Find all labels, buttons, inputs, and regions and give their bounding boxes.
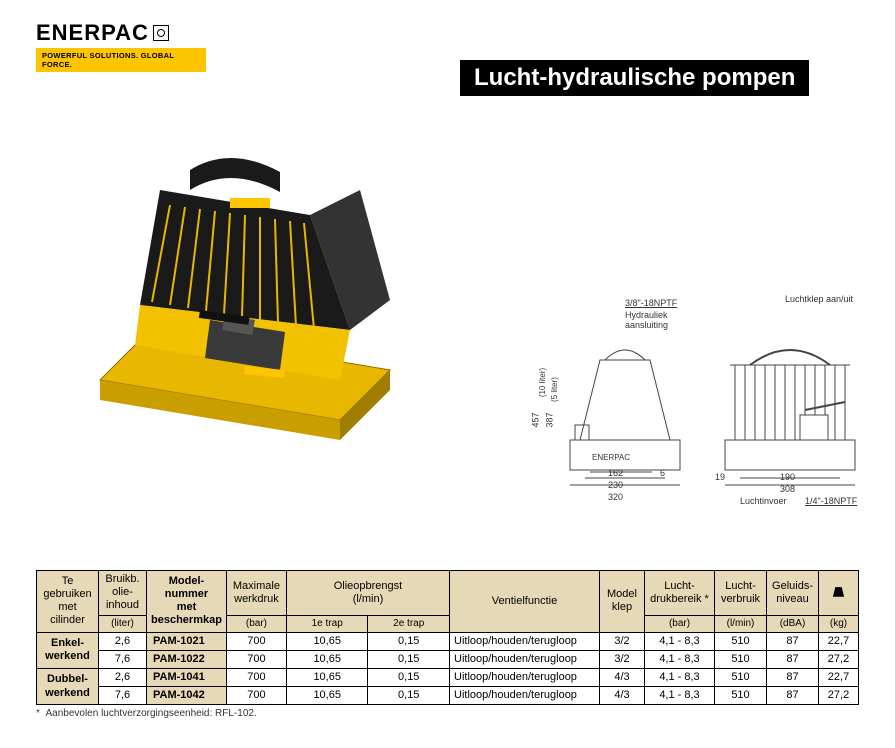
dim-w19: 19 [715, 472, 725, 482]
spec-table-body: Enkel-werkend 2,6 PAM-1021 700 10,65 0,1… [37, 632, 859, 705]
table-row: Enkel-werkend 2,6 PAM-1021 700 10,65 0,1… [37, 632, 859, 650]
spec-table-wrap: Tegebruikenmetcilinder Bruikb.olie-inhou… [36, 570, 859, 719]
group-enkel: Enkel-werkend [37, 632, 99, 668]
table-row: Dubbel-werkend 2,6 PAM-1041 700 10,65 0,… [37, 668, 859, 686]
dim-w230: 230 [608, 480, 623, 490]
dim-valve-label: Luchtklep aan/uit [785, 294, 853, 304]
dimension-diagram: ENERPAC 3/8"-18NPTF Hydrauliek aansluiti… [530, 300, 870, 520]
dim-air-thread: 1/4"-18NPTF [805, 496, 857, 506]
brand-name: ENERPAC [36, 20, 149, 46]
dim-h5-note: (5 liter) [550, 377, 559, 402]
dim-w6: 6 [660, 468, 665, 478]
table-row: 7,6 PAM-1042 700 10,65 0,15 Uitloop/houd… [37, 687, 859, 705]
brand-logo-block: ENERPAC POWERFUL SOLUTIONS. GLOBAL FORCE… [36, 20, 206, 72]
page-title: Lucht-hydraulische pompen [460, 60, 809, 96]
svg-text:ENERPAC: ENERPAC [592, 453, 630, 462]
weight-icon [831, 585, 847, 597]
dim-h10-note: (10 liter) [538, 368, 547, 397]
dim-w162: 162 [608, 468, 623, 478]
dim-w190: 190 [780, 472, 795, 482]
brand-tagline: POWERFUL SOLUTIONS. GLOBAL FORCE. [36, 48, 206, 72]
brand-icon [153, 25, 169, 41]
dim-h5: 387 [545, 412, 555, 427]
product-image [80, 120, 420, 450]
dim-air-in: Luchtinvoer [740, 496, 787, 506]
table-row: 7,6 PAM-1022 700 10,65 0,15 Uitloop/houd… [37, 650, 859, 668]
dim-w320: 320 [608, 492, 623, 502]
brand-logo: ENERPAC [36, 20, 206, 46]
spec-table: Tegebruikenmetcilinder Bruikb.olie-inhou… [36, 570, 859, 705]
dim-w308: 308 [780, 484, 795, 494]
dim-hydr-label-2: aansluiting [625, 320, 668, 330]
table-footnote: * Aanbevolen luchtverzorgingseenheid: RF… [36, 708, 859, 719]
group-dubbel: Dubbel-werkend [37, 668, 99, 704]
dim-conn-thread: 3/8"-18NPTF [625, 298, 677, 308]
dim-hydr-label-1: Hydrauliek [625, 310, 668, 320]
dim-h10: 457 [531, 412, 541, 427]
